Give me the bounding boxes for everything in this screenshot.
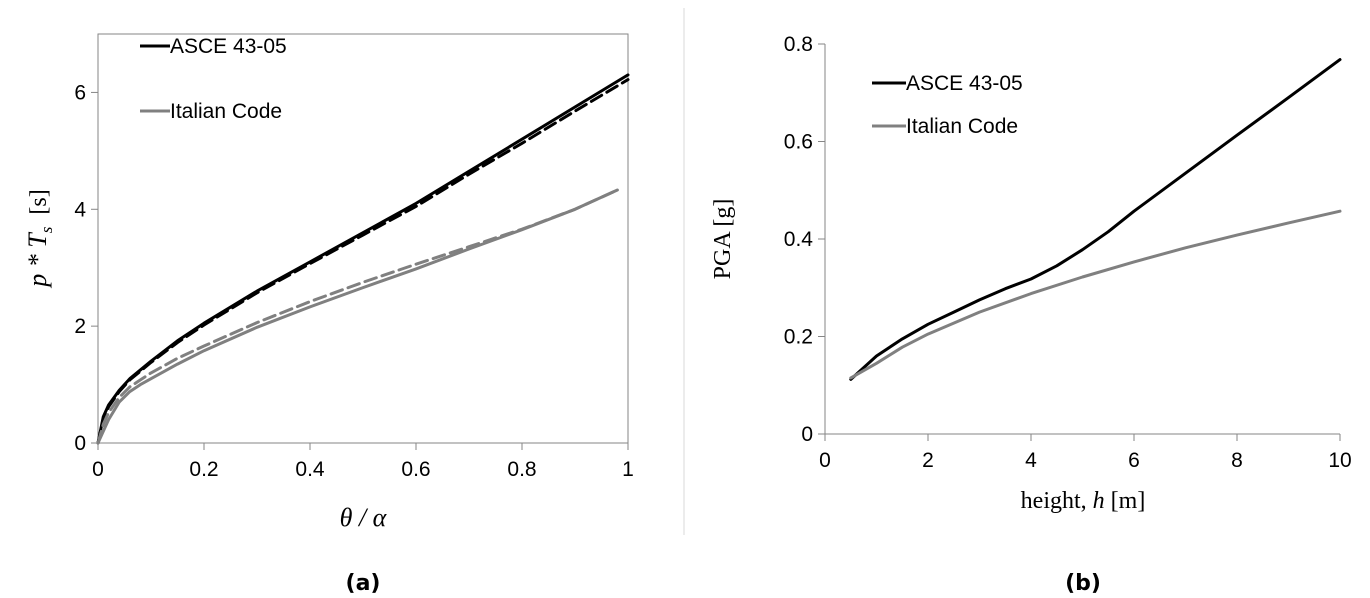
chart-b-series-line-asce-43-05 [849, 58, 1342, 381]
chart-a-x-tick-label-0-8: 0.8 [507, 458, 536, 481]
chart-a-series-line-italian-code [96, 188, 619, 445]
chart-b-x-tick-label-0: 0 [819, 449, 831, 472]
chart-a-series-line-asce-43-05 [96, 73, 630, 445]
chart-a-y-axis-label-main: p * T [23, 232, 52, 289]
chart-b-legend-label-italian: Italian Code [906, 115, 1018, 138]
chart-a-x-tick-label-0-2: 0.2 [189, 458, 218, 481]
chart-a-y-axis-label-unit: [s] [26, 189, 52, 214]
chart-b-y-tick-label-0: 0 [801, 423, 813, 446]
chart-a-panel-label: (a) [346, 571, 381, 596]
chart-b-x-tick-label-2: 2 [922, 449, 934, 472]
chart-b-x-tick-label-6: 6 [1128, 449, 1140, 472]
chart-b-y-tick-label-0-8: 0.8 [784, 33, 813, 56]
chart-a-y-axis-label: p * Ts [s] [23, 189, 56, 288]
chart-a-series [96, 73, 630, 445]
chart-b-x-axis-label-prefix: height, [1021, 488, 1093, 514]
chart-b-series [849, 58, 1342, 381]
chart-b: 0 0.2 0.4 0.6 0.8 0 2 4 6 8 10 ASCE 43-05 Italian… [710, 33, 1352, 596]
chart-b-x-axis-label: height, h [m] [1021, 488, 1146, 514]
chart-b-panel-label: (b) [1065, 571, 1101, 596]
chart-a-y-tick-label-2: 2 [74, 315, 86, 338]
chart-b-x-axis-label-var: h [1093, 488, 1105, 514]
chart-a-y-axis-label-sub: s [37, 226, 56, 233]
chart-a-x-axis-label: θ / α [340, 503, 388, 532]
chart-b-y-tick-label-0-4: 0.4 [784, 228, 814, 251]
chart-b-x-tick-label-4: 4 [1025, 449, 1037, 472]
chart-a-x-ticks: 0 0.2 0.4 0.6 0.8 1 [92, 443, 634, 481]
chart-a-y-tick-label-0: 0 [74, 432, 86, 455]
chart-a-x-tick-label-0-6: 0.6 [401, 458, 430, 481]
chart-b-x-tick-label-8: 8 [1231, 449, 1243, 472]
chart-a-x-tick-label-0: 0 [92, 458, 104, 481]
chart-b-y-tick-label-0-6: 0.6 [784, 131, 813, 154]
chart-a-series-line-series-1-dashed [96, 78, 630, 445]
chart-b-y-axis-label: PGA [g] [710, 199, 736, 280]
chart-b-y-tick-label-0-2: 0.2 [784, 326, 813, 349]
chart-a-plot-area [97, 33, 629, 444]
chart-a-y-ticks: 0 2 4 6 [74, 81, 98, 455]
chart-a-x-tick-label-1: 1 [622, 458, 634, 481]
chart-a-x-tick-label-0-4: 0.4 [295, 458, 325, 481]
chart-b-x-tick-label-10: 10 [1328, 449, 1351, 472]
chart-b-x-axis-label-unit: [m] [1105, 488, 1146, 514]
chart-a-y-tick-label-6: 6 [74, 81, 86, 104]
chart-b-legend-label-asce: ASCE 43-05 [906, 72, 1023, 95]
chart-a-y-tick-label-4: 4 [74, 198, 86, 221]
chart-b-series-line-italian-code [849, 209, 1342, 380]
chart-b-y-ticks: 0 0.2 0.4 0.6 0.8 [784, 33, 825, 446]
chart-a-legend-label-asce: ASCE 43-05 [170, 35, 287, 58]
chart-a-legend-label-italian: Italian Code [170, 100, 282, 123]
chart-a-series-line-series-3-dashed [96, 188, 619, 445]
chart-b-x-ticks: 0 2 4 6 8 10 [819, 434, 1352, 472]
chart-a: 0 2 4 6 0 0.2 0.4 0.6 0.8 1 ASCE 43-05 Italian C… [23, 33, 634, 596]
